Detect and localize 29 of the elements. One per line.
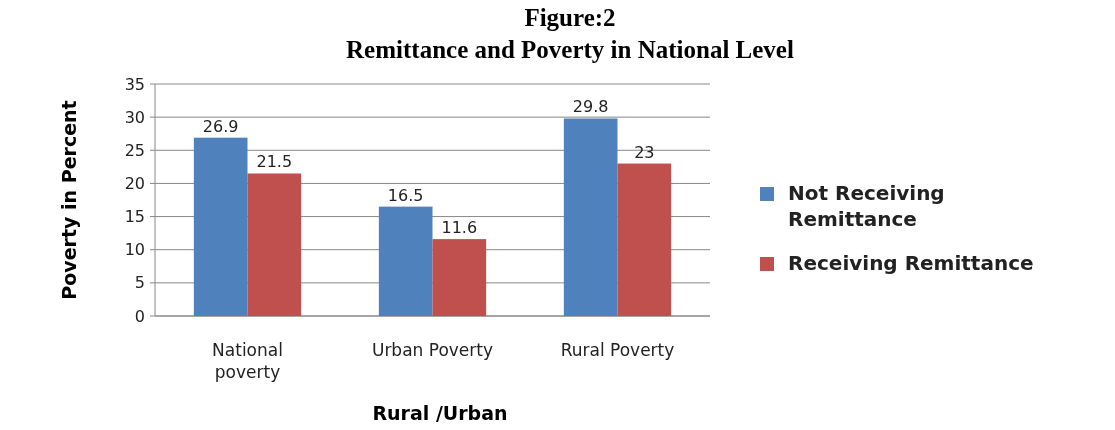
legend-label: Not Receiving Remittance (788, 181, 945, 231)
bar (617, 163, 672, 316)
legend-label: Receiving Remittance (788, 251, 1034, 275)
y-tick-label: 5 (134, 273, 145, 293)
bar (432, 239, 487, 316)
y-tick-label: 20 (124, 174, 145, 194)
y-tick-label: 0 (134, 306, 145, 326)
x-axis-title: Rural /Urban (372, 402, 508, 424)
data-label: 11.6 (441, 218, 478, 238)
y-tick-label: 35 (124, 74, 145, 94)
chart-subtitle: Remittance and Poverty in National Level (346, 36, 794, 63)
bar (193, 137, 248, 316)
data-label: 16.5 (387, 185, 424, 205)
data-label: 23 (634, 142, 655, 162)
x-tick-label: Urban Poverty (371, 340, 494, 360)
y-tick-label: 30 (124, 107, 145, 127)
bar (563, 118, 618, 316)
y-tick-label: 25 (124, 140, 145, 160)
data-label: 26.9 (202, 116, 239, 136)
y-tick-label: 15 (124, 207, 145, 227)
x-tick-label: Rural Poverty (560, 340, 675, 360)
x-tick-label: National poverty (212, 340, 283, 382)
chart-title: Figure:2 (524, 4, 616, 31)
y-tick-label: 10 (124, 240, 145, 260)
data-label: 29.8 (572, 97, 609, 117)
y-axis-title: Poverty in Percent (58, 100, 80, 300)
bar (247, 173, 302, 316)
bar (378, 206, 433, 316)
data-label: 21.5 (256, 152, 293, 172)
